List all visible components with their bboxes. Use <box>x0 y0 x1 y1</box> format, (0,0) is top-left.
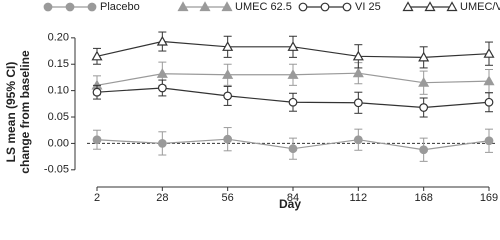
x-tick-label: 56 <box>222 192 234 204</box>
data-point <box>419 145 429 155</box>
data-point <box>419 103 429 112</box>
y-tick-label: -0.05 <box>44 164 69 176</box>
y-tick-label: 0.00 <box>48 137 69 149</box>
legend-marker <box>177 1 189 12</box>
legend-marker <box>221 1 233 12</box>
data-point <box>156 68 168 78</box>
x-tick-label: 2 <box>94 192 100 204</box>
data-point <box>222 69 234 79</box>
x-tick-label: 169 <box>480 192 498 204</box>
data-point <box>484 97 494 107</box>
data-point <box>483 75 495 86</box>
data-point <box>223 134 233 144</box>
y-tick-label: 0.10 <box>48 85 69 97</box>
y-axis-title: change from baseline <box>18 50 32 174</box>
data-point <box>287 41 299 51</box>
x-tick-label: 168 <box>414 192 432 204</box>
y-axis-title: LS mean (95% CI) <box>4 62 18 163</box>
y-tick-label: 0.05 <box>48 111 69 123</box>
data-point <box>353 135 363 145</box>
legend-marker <box>43 2 53 12</box>
x-tick-label: 84 <box>287 192 299 204</box>
legend-marker <box>320 2 330 12</box>
legend-label: UMEC/VI 62.5/25 <box>460 1 500 13</box>
data-point <box>287 69 299 79</box>
x-axis-title: Day <box>279 197 301 211</box>
data-point <box>418 51 430 62</box>
legend-marker <box>87 2 97 12</box>
data-point <box>157 139 167 148</box>
legend-marker <box>199 1 211 12</box>
data-point <box>288 97 298 107</box>
data-point <box>91 50 103 61</box>
data-point <box>352 67 364 78</box>
x-tick-label: 28 <box>156 192 168 204</box>
data-point <box>92 87 102 97</box>
data-point <box>418 76 430 87</box>
data-point <box>222 41 234 51</box>
legend-label: Placebo <box>100 1 140 13</box>
y-tick-label: 0.15 <box>48 58 69 70</box>
legend-marker <box>402 1 414 12</box>
legend-marker <box>65 2 75 12</box>
legend-marker <box>298 2 308 12</box>
data-point <box>92 135 102 145</box>
data-point <box>484 136 494 146</box>
legend-marker <box>342 2 352 12</box>
data-point <box>157 83 167 93</box>
chart: Day LS mean (95% CI) change from baselin… <box>4 1 500 211</box>
data-point <box>353 98 363 108</box>
data-point <box>288 144 298 154</box>
legend-label: VI 25 <box>355 1 381 13</box>
legend-marker <box>424 1 436 12</box>
x-tick-label: 112 <box>350 192 368 204</box>
data-point <box>223 91 233 101</box>
y-tick-label: 0.20 <box>48 32 69 44</box>
legend-label: UMEC 62.5 <box>235 1 292 13</box>
data-point <box>483 47 495 58</box>
data-point <box>352 50 364 61</box>
legend-marker <box>446 1 458 12</box>
data-point <box>156 35 168 46</box>
